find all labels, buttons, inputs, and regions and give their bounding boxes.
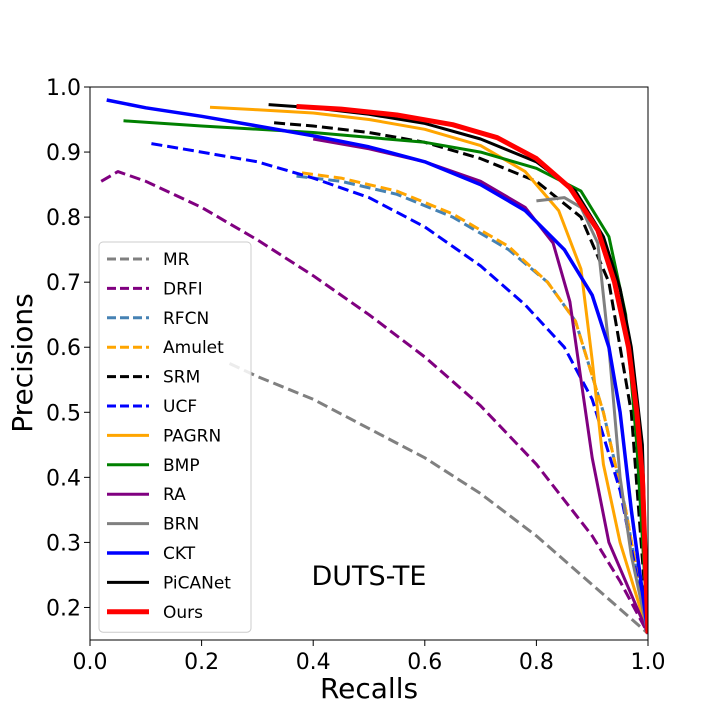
series-line-brn [536, 196, 648, 634]
series-line-ours [296, 104, 648, 634]
x-tick-label: 0.6 [407, 650, 442, 675]
dataset-annotation: DUTS-TE [311, 561, 426, 592]
y-tick-label: 0.9 [46, 141, 81, 166]
y-tick-label: 0.8 [46, 206, 81, 231]
legend-label-ckt: CKT [163, 544, 196, 564]
plot-frame [89, 86, 649, 641]
x-tick-label: 0.0 [73, 650, 108, 675]
series-line-srm [273, 121, 648, 634]
legend: MR DRFI RFCN Amulet SRM UCF PAGRN BMP RA BRN CKT Pi… [98, 241, 252, 633]
legend-label-picanet: PiCANet [163, 573, 231, 593]
series-line-amulet [301, 171, 648, 634]
y-tick-label: 0.4 [46, 466, 81, 491]
series-line-drfi [100, 170, 648, 635]
axis-ticks: 0.0 0.2 0.4 0.6 0.8 1.0 0.2 0.3 0.4 0.5 0.6 0.7 0.8 0… [46, 76, 666, 675]
legend-label-brn: BRN [163, 515, 199, 535]
x-axis-label: Recalls [320, 672, 418, 705]
legend-label-drfi: DRFI [163, 279, 203, 299]
legend-label-srm: SRM [163, 368, 200, 388]
x-tick-label: 0.2 [184, 650, 219, 675]
y-tick-label: 0.5 [46, 401, 81, 426]
legend-label-pagrn: PAGRN [163, 426, 221, 446]
legend-label-ours: Ours [163, 603, 203, 623]
y-tick-label: 0.7 [46, 271, 81, 296]
series-line-mr [228, 362, 648, 635]
y-axis-label: Precisions [6, 293, 39, 433]
legend-label-ucf: UCF [163, 397, 197, 417]
y-tick-label: 0.2 [46, 596, 81, 621]
y-tick-label: 0.3 [46, 531, 81, 556]
legend-label-mr: MR [163, 250, 190, 270]
x-tick-label: 0.8 [519, 650, 554, 675]
legend-label-rfcn: RFCN [163, 309, 209, 329]
plot-area [100, 98, 648, 635]
y-tick-label: 0.6 [46, 336, 81, 361]
series-line-ckt [106, 98, 648, 634]
legend-label-ra: RA [163, 485, 186, 505]
x-tick-label: 1.0 [631, 650, 666, 675]
legend-label-amulet: Amulet [163, 338, 224, 358]
y-tick-label: 1.0 [46, 76, 81, 101]
series-line-pagrn [209, 105, 648, 634]
legend-box [98, 241, 252, 633]
legend-label-bmp: BMP [163, 456, 200, 476]
x-tick-label: 0.4 [296, 650, 331, 675]
